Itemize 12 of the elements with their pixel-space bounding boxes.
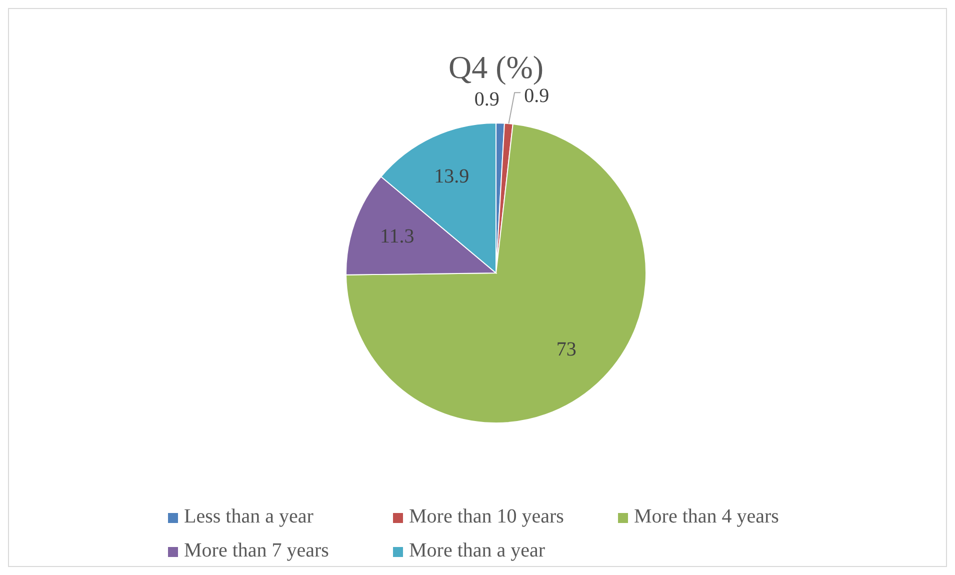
legend-label: More than 10 years [409, 506, 564, 528]
data-label: 0.9 [524, 85, 550, 108]
legend-label: More than a year [409, 540, 546, 562]
chart-title: Q4 (%) [448, 49, 544, 85]
data-label: 73 [556, 338, 576, 360]
legend-label: More than 4 years [634, 506, 780, 528]
legend-label: Less than a year [184, 506, 314, 528]
data-label: 0.9 [474, 88, 500, 111]
data-label: 13.9 [434, 165, 470, 188]
legend-label: More than 7 years [184, 540, 330, 562]
data-label: 11.3 [380, 225, 414, 248]
pie-slice [346, 123, 646, 424]
